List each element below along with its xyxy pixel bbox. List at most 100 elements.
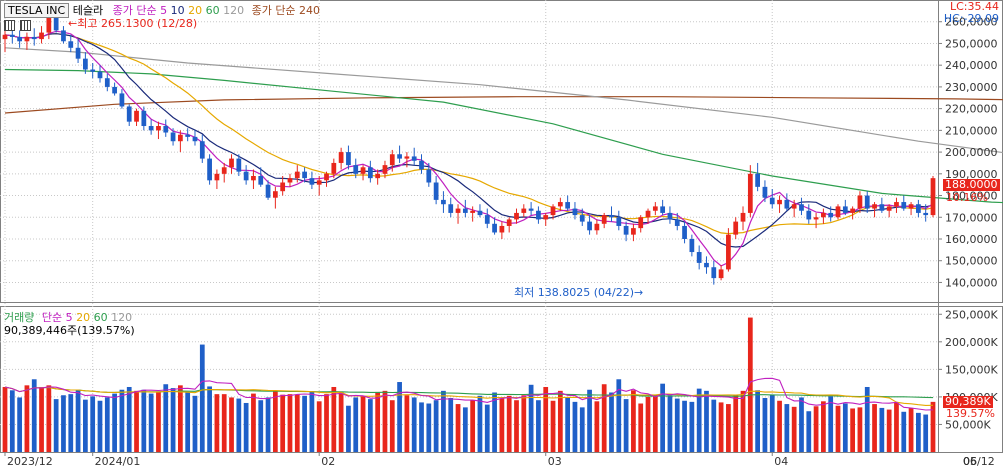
volume-bar <box>404 395 410 452</box>
volume-bar <box>645 396 651 452</box>
candle-body <box>594 223 600 231</box>
volume-bar <box>2 386 8 452</box>
volume-bar <box>557 390 563 452</box>
candle-body <box>813 217 819 220</box>
candle-body <box>521 208 527 213</box>
price-tick-label: 210,0000 <box>945 124 998 137</box>
candle-body <box>53 17 59 31</box>
volume-bar <box>850 408 855 452</box>
candle-body <box>850 208 855 213</box>
volume-bar <box>83 399 88 452</box>
candle-body <box>667 212 673 220</box>
volume-bar <box>769 394 775 452</box>
candle-body <box>258 175 264 185</box>
volume-bar <box>346 405 351 452</box>
candle-body <box>426 169 432 183</box>
candle-body <box>192 136 198 142</box>
volume-bar <box>265 397 271 452</box>
low-annotation: 최저 138.8025 (04/22)→ <box>514 284 643 300</box>
volume-bar <box>864 386 870 452</box>
candle-body <box>587 221 592 231</box>
volume-bar <box>287 394 293 452</box>
volume-bar <box>9 390 15 452</box>
candle-body <box>916 204 921 213</box>
candle-body <box>448 204 454 213</box>
volume-bar <box>170 388 176 452</box>
hc-value: HC:-29.09 <box>943 12 999 25</box>
toolbar-icons <box>4 20 31 34</box>
candle-body <box>762 186 768 198</box>
volume-bar <box>104 397 110 452</box>
candle-body <box>251 175 256 181</box>
price-tick-label: 220,0000 <box>945 103 998 116</box>
volume-bar <box>543 386 549 452</box>
candle-body <box>528 208 534 211</box>
right-arrow-icon: → <box>634 286 644 299</box>
volume-bar <box>316 401 322 452</box>
candle-body <box>638 217 644 229</box>
candle-body <box>419 160 424 170</box>
volume-bar <box>894 402 899 452</box>
candle-body <box>411 156 417 161</box>
volume-bar <box>492 392 497 452</box>
price-tick-label: 230,0000 <box>945 81 998 94</box>
lc-value: LC:35.44 <box>949 0 999 13</box>
candle-body <box>908 204 914 209</box>
candle-body <box>199 141 205 159</box>
candle-body <box>441 199 446 205</box>
volume-bar <box>842 403 848 452</box>
candle-body <box>674 219 680 226</box>
ma240-line <box>4 96 1003 114</box>
ma20-line <box>4 33 934 235</box>
high-annotation: ←최고 265.1300 (12/28) <box>68 15 197 31</box>
volume-bar <box>718 402 724 452</box>
candle-body <box>506 219 512 226</box>
volume-bar <box>857 407 863 452</box>
low-label: 최저 138.8025 (04/22) <box>514 286 635 299</box>
chart-menu-icon[interactable] <box>4 20 15 31</box>
price-tick-label: 260,0000 <box>945 16 998 29</box>
candle-body <box>346 152 351 166</box>
candle-body <box>375 173 381 179</box>
candle-body <box>119 93 125 107</box>
volume-bar <box>828 396 834 452</box>
volume-bar <box>762 398 768 452</box>
volume-bar <box>821 401 826 452</box>
volume-bar <box>126 386 132 452</box>
candle-body <box>477 210 483 216</box>
candle-body <box>2 34 8 40</box>
candle-body <box>740 212 746 222</box>
candle-body <box>828 212 834 218</box>
candle-body <box>112 86 117 94</box>
volume-bar <box>733 395 739 452</box>
volume-bar <box>594 401 600 452</box>
volume-bar <box>601 384 607 452</box>
candle-body <box>565 202 571 209</box>
candle-body <box>243 171 249 181</box>
volume-bar <box>90 396 96 452</box>
volume-bar <box>31 379 37 452</box>
volume-bar <box>53 399 59 452</box>
chart-grid-icon[interactable] <box>19 20 31 31</box>
ma120-line <box>4 47 1003 154</box>
volume-bar <box>156 391 161 452</box>
candle-body <box>550 206 556 216</box>
volume-bar <box>112 393 117 452</box>
candle-body <box>784 199 790 209</box>
candle-body <box>104 78 110 87</box>
candle-body <box>170 132 176 142</box>
candle-body <box>324 173 329 181</box>
candle-body <box>769 197 775 205</box>
candle-body <box>331 162 337 174</box>
candle-body <box>433 182 439 200</box>
candle-body <box>652 206 658 211</box>
candle-body <box>536 210 541 220</box>
volume-bar <box>411 397 417 452</box>
volume-bar <box>207 386 212 452</box>
date-tick-label: 03 <box>548 455 562 468</box>
candle-body <box>514 212 519 220</box>
candle-body <box>901 202 907 209</box>
price-tick-label: 170,0000 <box>945 211 998 224</box>
candle-body <box>492 223 497 233</box>
ma60-label: 60 <box>205 4 220 17</box>
